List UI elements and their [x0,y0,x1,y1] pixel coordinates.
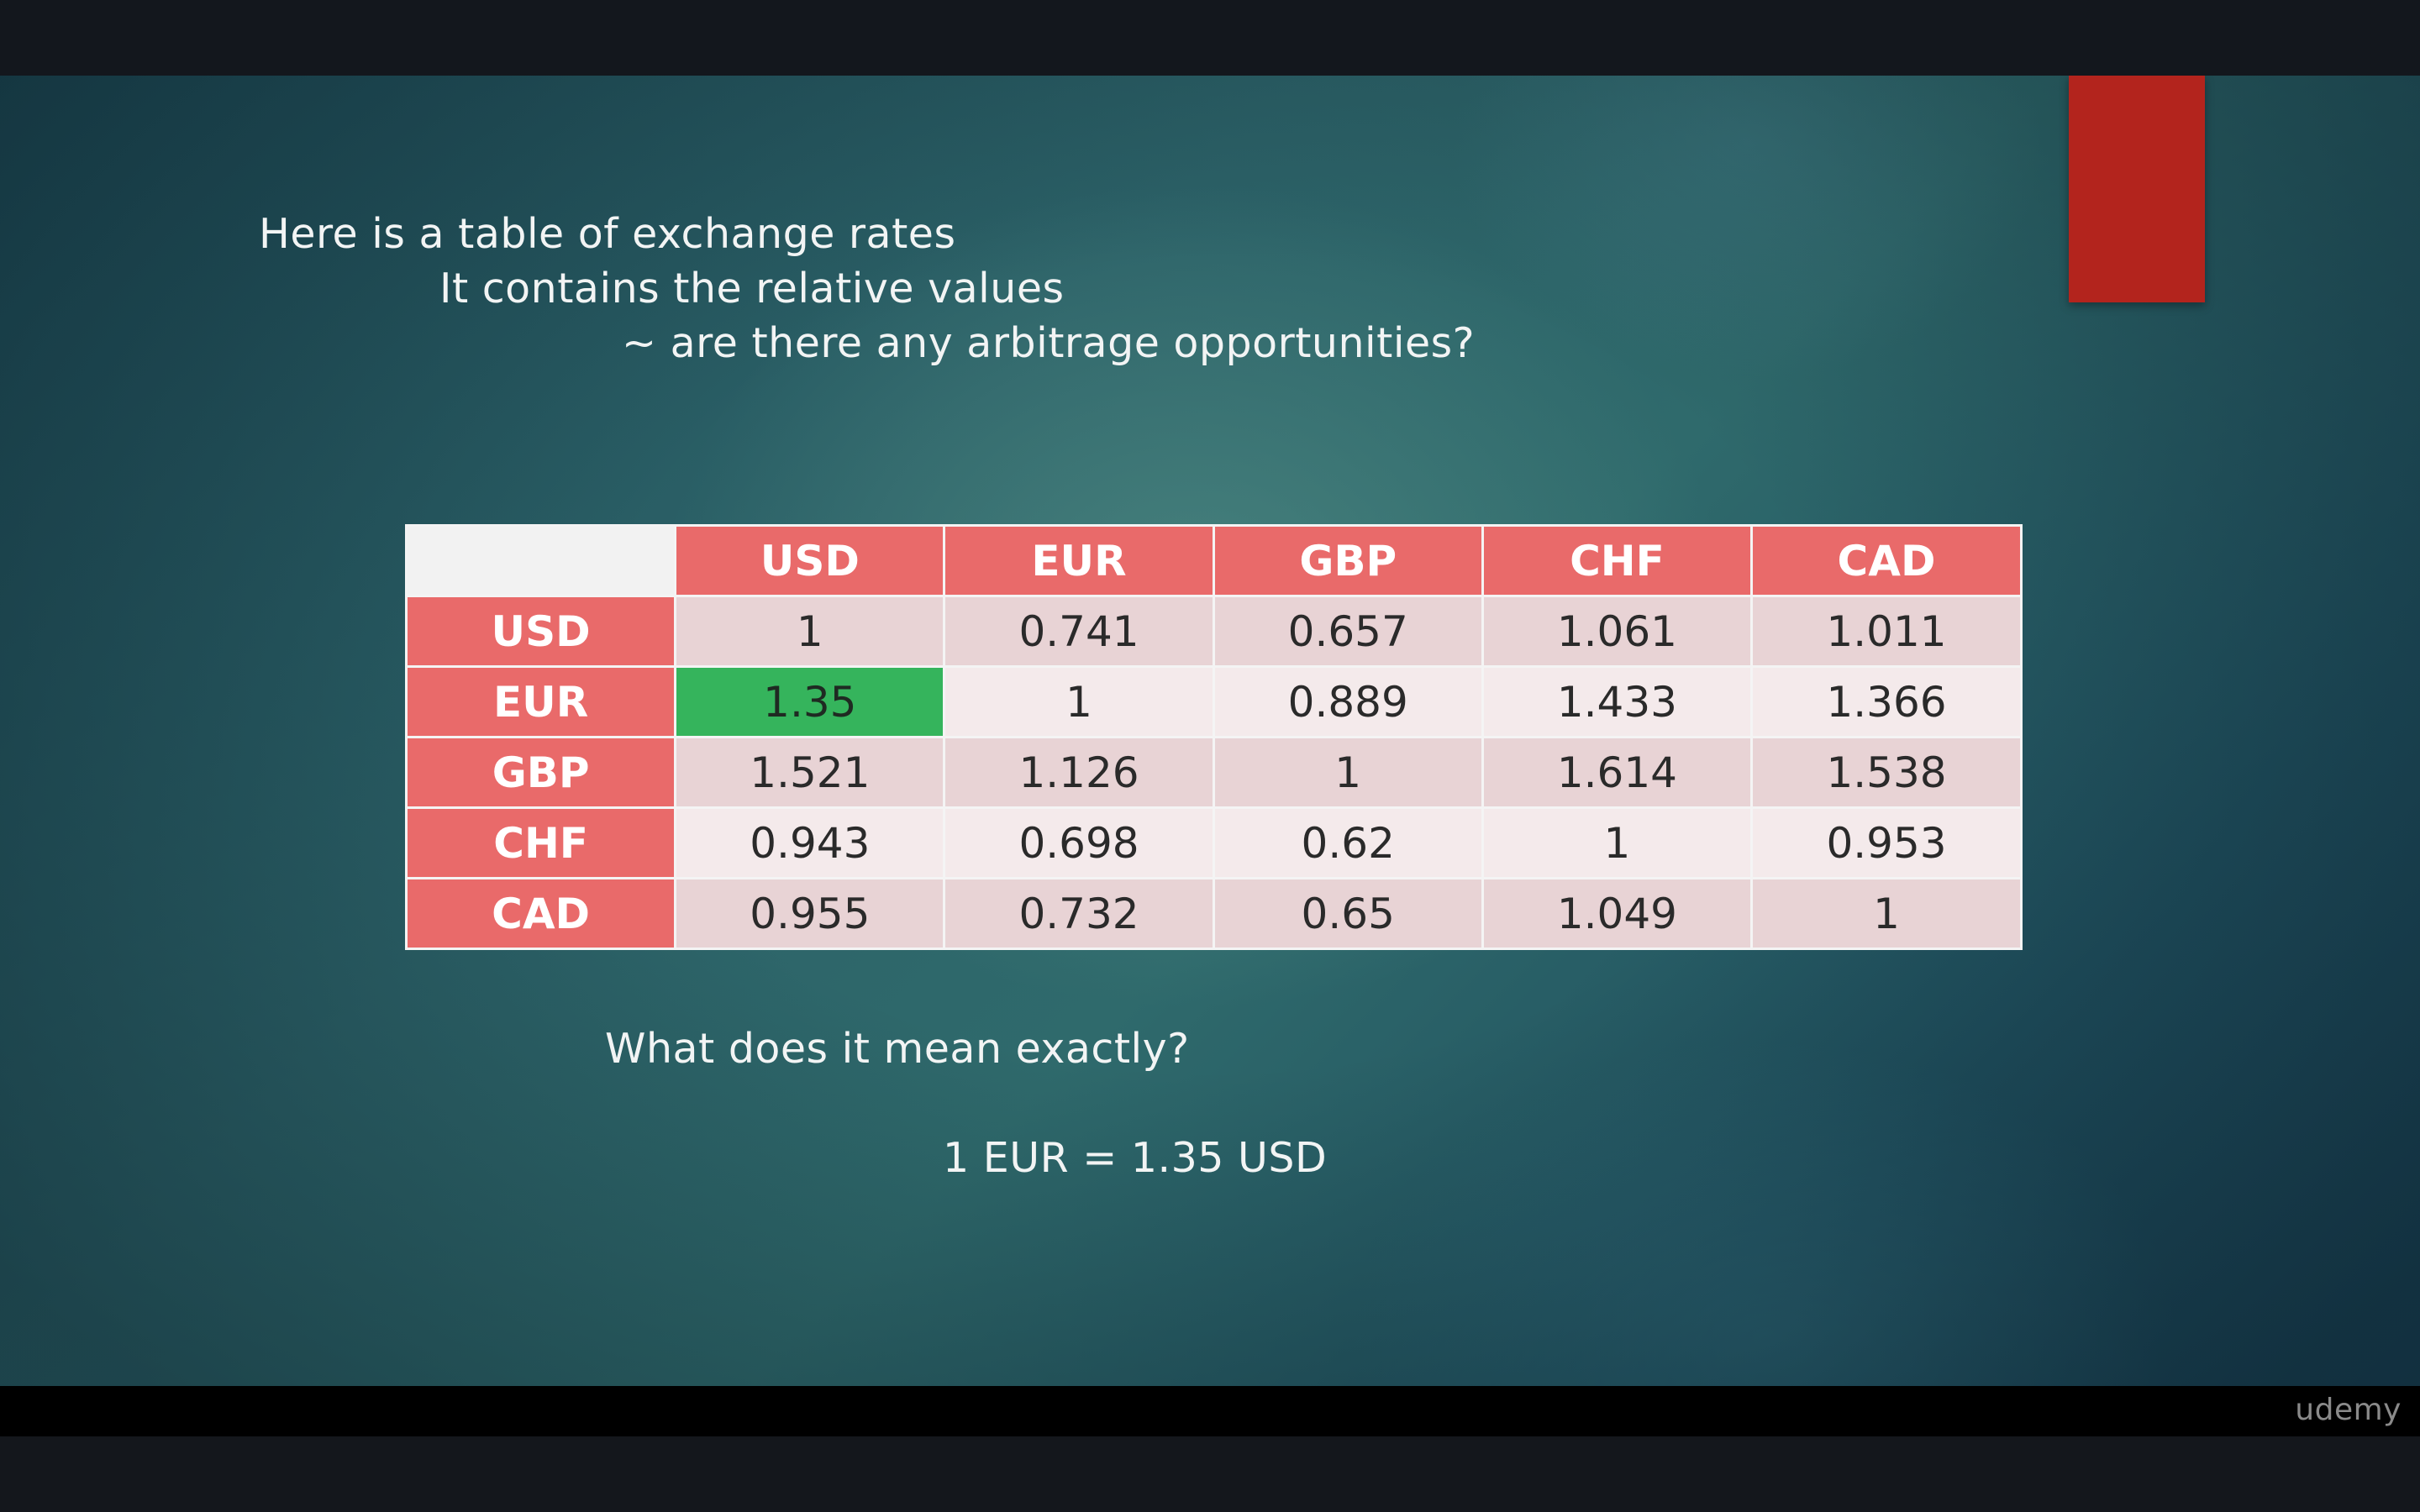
column-header: CAD [1750,524,2023,597]
table-row: CHF 0.943 0.698 0.62 1 0.953 [404,806,2023,879]
rate-cell: 0.698 [943,806,1215,879]
rate-cell: 1.433 [1481,665,1754,738]
rate-cell: 0.889 [1212,665,1484,738]
rate-cell: 0.741 [943,595,1215,668]
exchange-rate-table: USD EUR GBP CHF CAD USD 1 0.741 0.657 1.… [404,524,2023,950]
table-row: CAD 0.955 0.732 0.65 1.049 1 [404,877,2023,950]
table-row: EUR 1.35 1 0.889 1.433 1.366 [404,665,2023,738]
rate-cell: 1 [1212,736,1484,809]
question-text: What does it mean exactly? [605,1025,1190,1073]
player-bottom-bar: udemy [0,1386,2420,1436]
rate-cell: 0.62 [1212,806,1484,879]
table-header-row: USD EUR GBP CHF CAD [404,524,2023,597]
slide: Here is a table of exchange rates It con… [0,76,2420,1386]
column-header: GBP [1212,524,1484,597]
column-header: EUR [943,524,1215,597]
row-header: CHF [404,806,677,879]
rate-cell: 0.657 [1212,595,1484,668]
rate-cell: 1.011 [1750,595,2023,668]
top-bar [0,0,2420,76]
rate-cell: 0.732 [943,877,1215,950]
rate-cell: 0.65 [1212,877,1484,950]
footer-bar [0,1436,2420,1512]
row-header: CAD [404,877,677,950]
rate-cell: 1 [1481,806,1754,879]
rate-cell: 1.126 [943,736,1215,809]
rate-cell: 1 [1750,877,2023,950]
row-header: USD [404,595,677,668]
rate-cell: 1.366 [1750,665,2023,738]
intro-line-3: ~ are there any arbitrage opportunities? [622,319,1476,367]
red-accent-tab [2069,76,2205,302]
row-header: EUR [404,665,677,738]
rate-cell: 1.061 [1481,595,1754,668]
rate-cell: 1.049 [1481,877,1754,950]
equation-text: 1 EUR = 1.35 USD [943,1134,1328,1182]
rate-cell: 1.521 [674,736,946,809]
table-row: GBP 1.521 1.126 1 1.614 1.538 [404,736,2023,809]
table-corner-cell [404,524,677,597]
rate-cell: 0.943 [674,806,946,879]
intro-line-1: Here is a table of exchange rates [259,210,956,258]
rate-cell: 0.955 [674,877,946,950]
rate-cell: 1 [674,595,946,668]
rate-cell: 1.614 [1481,736,1754,809]
table-row: USD 1 0.741 0.657 1.061 1.011 [404,595,2023,668]
column-header: CHF [1481,524,1754,597]
intro-line-2: It contains the relative values [439,265,1065,312]
rate-cell: 0.953 [1750,806,2023,879]
column-header: USD [674,524,946,597]
rate-cell: 1 [943,665,1215,738]
highlighted-rate-cell: 1.35 [674,665,946,738]
brand-logo: udemy [2295,1393,2402,1427]
row-header: GBP [404,736,677,809]
rate-cell: 1.538 [1750,736,2023,809]
